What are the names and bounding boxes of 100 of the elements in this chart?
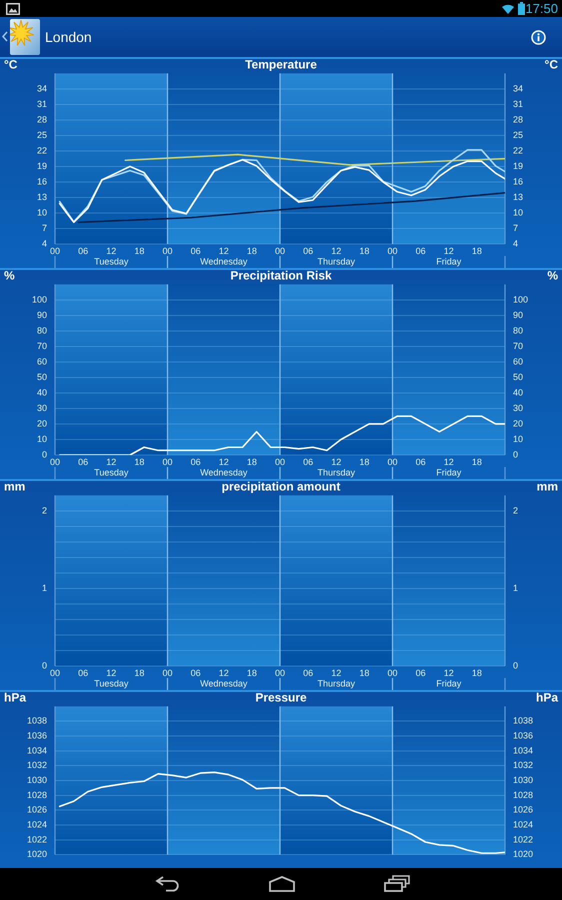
y2-tick-label: 100 <box>513 294 528 304</box>
x-tick-label: 18 <box>472 456 482 467</box>
y-tick-label: 60 <box>36 356 47 366</box>
x-tick-label: 00 <box>274 668 286 678</box>
y2-tick-label: 31 <box>513 98 524 109</box>
y2-tick-label: 25 <box>513 130 524 140</box>
x-tick-label: 12 <box>444 246 454 256</box>
y2-tick-label: 1022 <box>513 834 534 844</box>
x-tick-label: 12 <box>106 668 116 678</box>
y2-tick-label: 40 <box>513 387 524 398</box>
x-tick-label: 06 <box>190 246 201 256</box>
y2-axis-title: % <box>547 268 558 283</box>
y-tick-label: 4 <box>42 238 47 248</box>
y-tick-label: 22 <box>36 145 47 156</box>
x-tick-label: 12 <box>218 456 229 467</box>
y-tick-label: 16 <box>36 176 47 186</box>
y-tick-label: 70 <box>36 340 47 351</box>
y-tick-label: 13 <box>36 192 47 202</box>
x-tick-label: 12 <box>444 668 454 678</box>
x-tick-label: 06 <box>78 246 88 256</box>
y2-tick-label: 50 <box>513 372 524 382</box>
y-tick-label: 2 <box>42 505 47 516</box>
y2-axis-title: °C <box>544 58 558 72</box>
y2-tick-label: 1024 <box>513 819 534 830</box>
band-label: Tuesday <box>94 467 129 478</box>
y2-tick-label: 1030 <box>513 774 534 785</box>
y2-axis-title: mm <box>536 480 558 494</box>
x-tick-label: 00 <box>274 246 286 256</box>
y-tick-label: 1 <box>42 582 47 593</box>
x-tick-label: 00 <box>162 456 173 467</box>
x-tick-label: 18 <box>472 668 482 678</box>
y2-tick-label: 2 <box>513 505 518 516</box>
y-tick-label: 10 <box>36 207 47 218</box>
x-tick-label: 12 <box>218 668 229 678</box>
y2-tick-label: 19 <box>513 160 524 171</box>
band-label: Wednesday <box>200 467 248 478</box>
y-axis-title: % <box>4 268 15 283</box>
y2-tick-label: 1034 <box>513 745 534 756</box>
band-label: Tuesday <box>94 678 129 688</box>
y-tick-label: 1020 <box>26 849 47 860</box>
x-tick-label: 18 <box>134 456 144 467</box>
y-tick-label: 19 <box>36 160 47 171</box>
y2-tick-label: 1 <box>513 582 518 593</box>
x-tick-label: 06 <box>190 456 201 467</box>
y2-axis-title: hPa <box>536 690 558 705</box>
y-axis-title: °C <box>4 58 18 72</box>
x-tick-label: 06 <box>303 456 314 467</box>
y2-tick-label: 90 <box>513 310 524 320</box>
x-tick-label: 18 <box>246 668 257 678</box>
band-label: Friday <box>436 256 462 266</box>
y-axis-title: mm <box>4 480 26 494</box>
x-tick-label: 06 <box>416 668 426 678</box>
x-tick-label: 00 <box>274 456 286 467</box>
text: 17:50 <box>525 1 558 16</box>
y2-tick-label: 1020 <box>513 849 534 860</box>
y2-tick-label: 22 <box>513 145 524 156</box>
y2-tick-label: 20 <box>513 418 524 428</box>
y-tick-label: 1038 <box>26 716 47 726</box>
y-tick-label: 1032 <box>26 760 47 770</box>
band-label: Thursday <box>317 256 356 266</box>
chart-title: Temperature <box>245 58 318 72</box>
y2-tick-label: 1036 <box>513 730 534 741</box>
y-tick-label: 50 <box>36 372 47 382</box>
band-label: Wednesday <box>200 678 248 688</box>
y-tick-label: 1036 <box>26 730 47 741</box>
y-tick-label: 0 <box>42 660 47 670</box>
y-tick-label: 1022 <box>26 834 47 844</box>
y2-tick-label: 10 <box>513 434 524 444</box>
x-tick-label: 06 <box>416 246 426 256</box>
x-tick-label: 12 <box>106 246 116 256</box>
y-tick-label: 0 <box>42 449 47 460</box>
y2-tick-label: 28 <box>513 114 524 124</box>
y-tick-label: 40 <box>36 387 47 398</box>
x-tick-label: 12 <box>106 456 116 467</box>
y-tick-label: 1028 <box>26 790 47 800</box>
y2-tick-label: 1032 <box>513 760 534 770</box>
x-tick-label: 12 <box>331 668 342 678</box>
y-tick-label: 10 <box>36 434 47 444</box>
x-tick-label: 00 <box>162 668 173 678</box>
y-tick-label: 25 <box>36 130 47 140</box>
x-tick-label: 18 <box>134 668 144 678</box>
y2-tick-label: 1038 <box>513 716 534 726</box>
y2-tick-label: 4 <box>513 238 518 248</box>
chart-title: Precipitation Risk <box>230 268 332 283</box>
x-tick-label: 00 <box>50 246 60 256</box>
x-tick-label: 00 <box>162 246 173 256</box>
band-label: Tuesday <box>94 256 129 266</box>
chart-title: precipitation amount <box>222 480 340 494</box>
x-tick-label: 00 <box>387 456 398 467</box>
x-tick-label: 18 <box>134 246 144 256</box>
x-tick-label: 06 <box>190 668 201 678</box>
y2-tick-label: 0 <box>513 660 518 670</box>
x-tick-label: 18 <box>472 246 482 256</box>
x-tick-label: 12 <box>331 246 342 256</box>
band-label: Thursday <box>317 678 356 688</box>
y2-tick-label: 10 <box>513 207 524 218</box>
y2-tick-label: 1026 <box>513 804 534 815</box>
y2-tick-label: 30 <box>513 402 524 413</box>
band-label: Wednesday <box>200 256 248 266</box>
x-tick-label: 00 <box>387 668 398 678</box>
